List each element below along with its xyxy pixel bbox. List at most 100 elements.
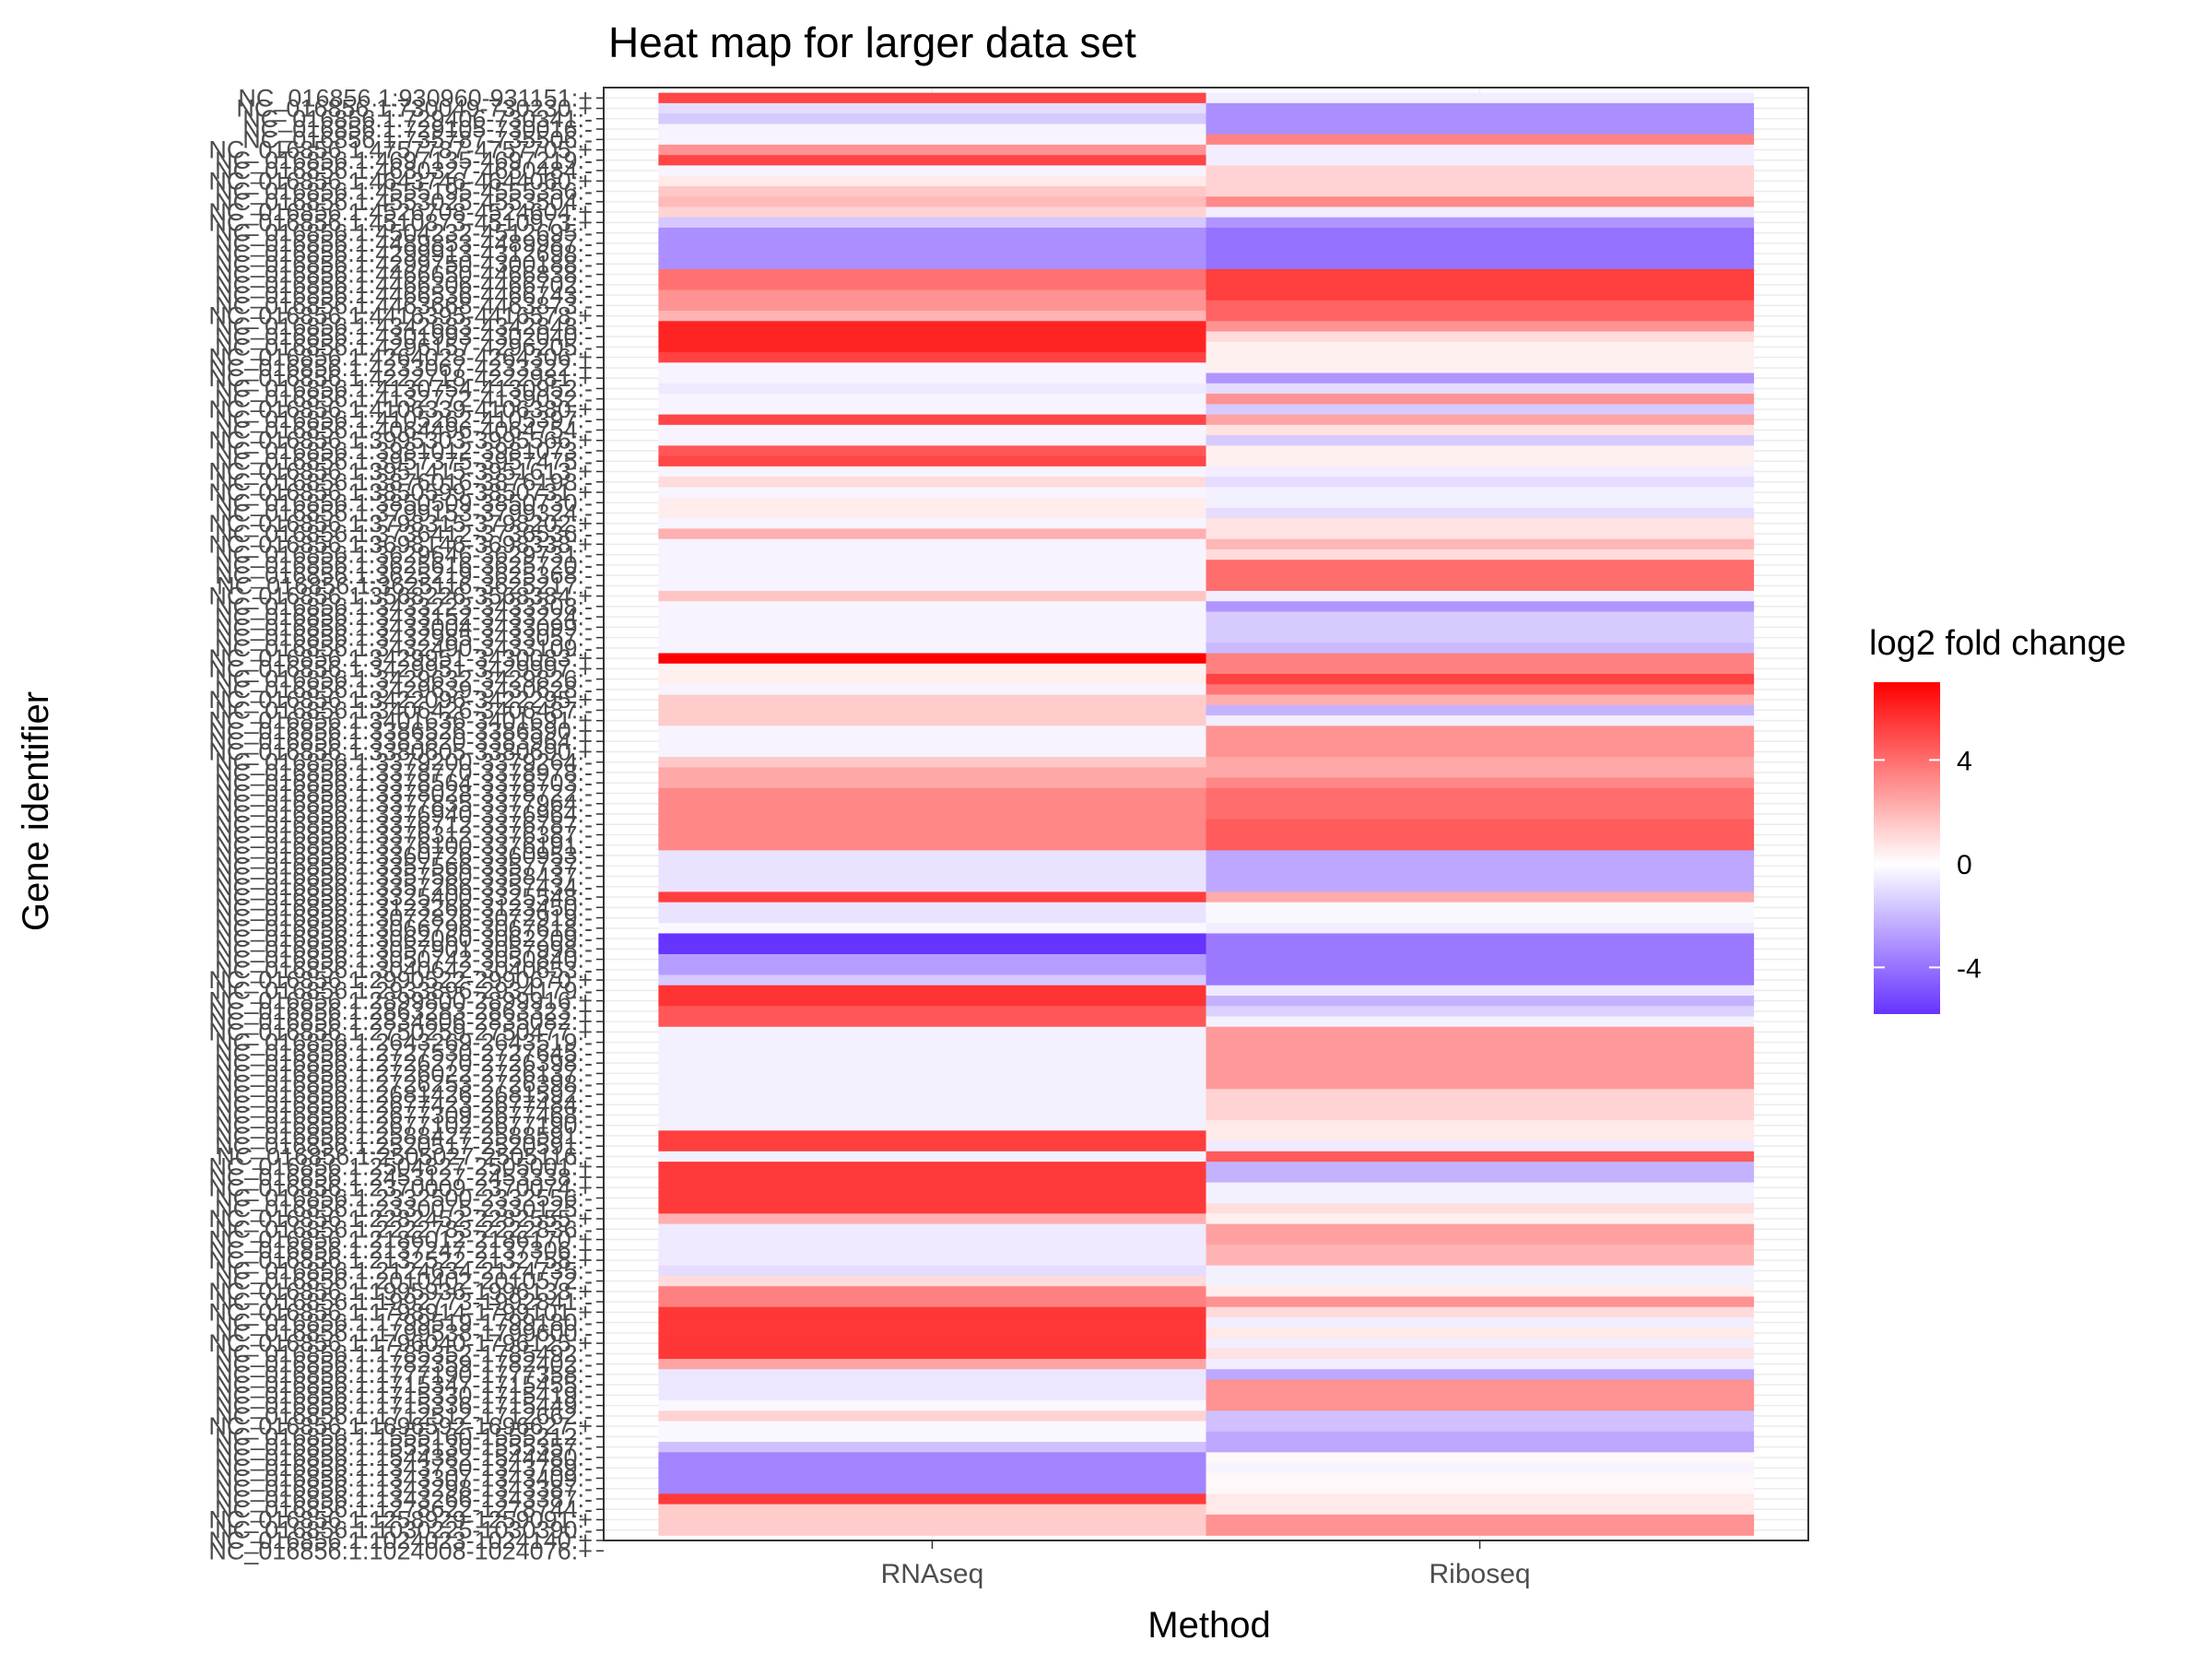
y-tick-label: NC_016856.1:3357266-3357434:- [215,873,593,901]
heatmap-cell [658,1286,1206,1297]
heatmap-cell [658,1192,1206,1204]
heatmap-cell [658,518,1206,529]
heatmap-cell [658,570,1206,582]
y-tick-label: NC_016856.1:4105262-4105397:- [215,406,593,433]
heatmap-cell [1206,1068,1755,1080]
heatmap-cell [1206,455,1755,467]
heatmap-cell [658,341,1206,353]
y-tick-label: NC_016856.1:2643269-2643519:- [215,1029,593,1056]
heatmap-cell [658,1328,1206,1339]
y-tick-label: NC_016856.1:735787-735506:- [242,125,593,153]
heatmap-cell [1206,819,1755,831]
y-tick-label: NC_016856.1:2863283-2863323:+ [208,997,593,1025]
heatmap-cell [658,1016,1206,1028]
heatmap-cell [1206,1233,1755,1245]
heatmap-cell [1206,321,1755,333]
y-tick-label: NC_016856.1:2186012-2186170:+ [208,1226,593,1254]
heatmap-cell [658,943,1206,955]
y-tick-label: NC_016856.1:1992773-1992841:- [215,1288,593,1316]
heatmap-cell [1206,1213,1755,1225]
heatmap-cell [1206,757,1755,768]
heatmap-cell [658,674,1206,685]
y-tick-label: NC_016856.1:4466536-4466743:- [215,281,593,309]
heatmap-cell [658,1316,1206,1328]
heatmap-cell [1206,1369,1755,1381]
heatmap-cell [1206,632,1755,643]
heatmap-cell [1206,1442,1755,1453]
heatmap-cell [1206,870,1755,882]
heatmap-cell [658,507,1206,519]
heatmap-cell [1206,362,1755,374]
y-tick-label: NC_016856.1:3376312-3376387:- [215,821,593,849]
heatmap-cell [1206,1338,1755,1350]
y-tick-label: NC_016856.1:4342683-4342848:- [215,313,593,340]
heatmap-cell [658,1223,1206,1235]
heatmap-cell [658,1079,1206,1090]
heatmap-cell [658,590,1206,602]
heatmap-cell [658,1400,1206,1411]
heatmap-cell [1206,92,1755,104]
heatmap-cell [1206,902,1755,914]
heatmap-cell [1206,196,1755,207]
y-tick-label: NC_016856.1:730049-730230:+ [236,95,593,123]
heatmap-cell [1206,653,1755,665]
heatmap-cell [658,798,1206,809]
heatmap-cell [1206,394,1755,405]
heatmap-cell [1206,1016,1755,1028]
y-tick-label: NC_016856.1:3429951-3429997:+ [208,655,593,682]
heatmap-cell [1206,1504,1755,1516]
y-tick-label: NC_016856.1:4643746-4644060:+ [208,167,593,195]
y-tick-label: NC_016856.1:4697135-4697219:- [215,147,593,174]
heatmap-cell [658,248,1206,260]
heatmap-cell [658,1514,1206,1526]
heatmap-cell [1206,1328,1755,1339]
y-tick-label: NC_016856.1:2750259-2750477:+ [208,1018,593,1045]
y-tick-label: NC_016856.1:3062060-3062209:- [215,925,593,952]
y-tick-label: NC_016856.1:4757787-4757705:+ [208,136,593,164]
y-tick-label: NC_016856.1:3736412-3736536:- [215,520,593,548]
heatmap-cell [1206,528,1755,540]
heatmap-cell [658,165,1206,177]
legend-tick-label: -4 [1957,953,1982,984]
y-tick-label: NC_016856.1:2124634-2124735:- [215,1257,593,1284]
heatmap-cell [658,124,1206,136]
y-tick-label: NC_016856.1:3066796-3067618:- [215,915,593,942]
heatmap-cell [1206,372,1755,384]
heatmap-cell [658,1213,1206,1225]
heatmap-cell [1206,124,1755,136]
x-tick-label: RNAseq [881,1559,984,1589]
heatmap-cell [1206,1172,1755,1184]
heatmap-cell [658,1359,1206,1370]
heatmap-cell [1206,300,1755,312]
y-tick-label: NC_016856.1:1799519-1799180:- [215,1309,593,1337]
heatmap-cell [658,902,1206,914]
heatmap-cell [658,1431,1206,1443]
y-tick-label: NC_016856.1:3799153-3799324:- [215,500,593,527]
y-tick-label: NC_016856.1:1715336-1715449:- [215,1392,593,1420]
y-tick-label: NC_016856.1:2677102-2677190:- [215,1112,593,1139]
heatmap-cell [1206,1493,1755,1505]
heatmap-cell [658,1296,1206,1308]
heatmap-cell [658,923,1206,934]
heatmap-cell [1206,1099,1755,1111]
heatmap-cell [658,808,1206,820]
y-tick-label: NC_016856.1:1278622-1278744:- [215,1495,593,1523]
y-tick-label: NC_016856.1:3429632-3429826:- [215,666,593,693]
heatmap-cell [658,1151,1206,1162]
heatmap-cell [658,92,1206,104]
heatmap-cell [658,352,1206,363]
y-tick-label: NC_016856.1:3433004-3433099:- [215,613,593,641]
y-tick-label: NC_016856.1:4680327-4680484:- [215,157,593,184]
heatmap-cell [1206,674,1755,685]
heatmap-cell [658,528,1206,540]
legend-colorbar [1874,682,1940,1014]
y-tick-label: NC_016856.1:3380605-3380690:+ [208,738,593,765]
heatmap-cell [658,185,1206,197]
heatmap-cell [1206,1400,1755,1411]
y-tick-label: NC_016856.1:4296157-4296205:- [215,333,593,360]
heatmap-cell [1206,383,1755,395]
y-tick-label: NC_016856.1:3698146-3698338:+ [208,530,593,558]
heatmap-cell [658,840,1206,851]
y-tick-label: NC_016856.1:3383820-3383964:+ [208,727,593,755]
heatmap-cell [1206,445,1755,457]
